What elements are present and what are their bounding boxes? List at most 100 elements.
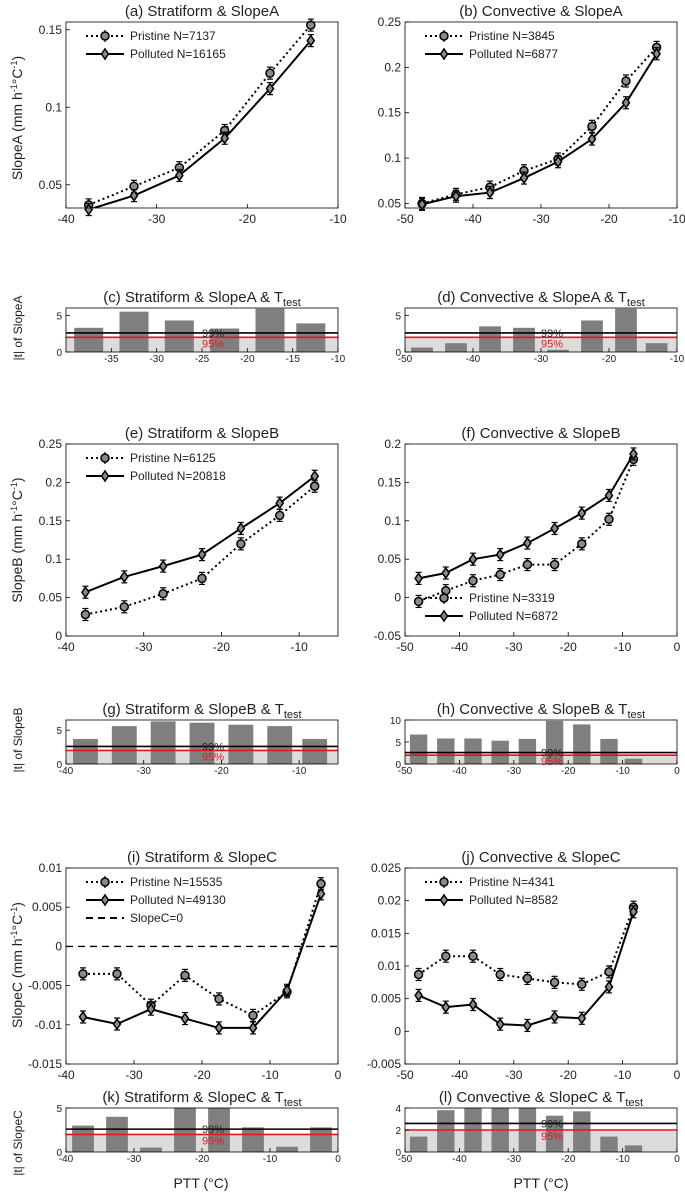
ttest-bar: [409, 1136, 428, 1152]
point-polluted: [220, 131, 230, 145]
x-tick-label: -10: [614, 1068, 632, 1082]
point-polluted: [310, 469, 320, 483]
legend-marker-diamond: [439, 893, 449, 907]
panel-title-h: (h) Convective & SlopeB & Ttest: [437, 701, 645, 721]
point-polluted: [621, 96, 631, 110]
y-tick-label: 0.1: [45, 552, 62, 566]
point-pristine: [248, 1010, 258, 1021]
confidence-band: [405, 755, 677, 764]
ttest-bar: [624, 758, 643, 764]
point-pristine: [316, 878, 326, 889]
x-tick-label: -10: [263, 1154, 278, 1165]
series-line-pristine: [418, 458, 635, 603]
legend-marker-diamond: [100, 893, 110, 907]
y-tick-label: 0.025: [371, 861, 401, 875]
ttest-bar: [276, 1146, 298, 1152]
panel-title-e: (e) Stratiform & SlopeB: [125, 425, 279, 442]
panel-title-text: (e) Stratiform & SlopeB: [125, 425, 279, 442]
ttest-bar: [645, 343, 668, 352]
point-polluted: [265, 82, 275, 95]
point-polluted: [629, 447, 638, 461]
y-tick-label: 0.15: [378, 106, 402, 120]
legend-marker-circle: [439, 593, 449, 603]
point-pristine: [577, 539, 587, 549]
panel-title-subscript: test: [284, 709, 302, 721]
panel-title-text: (j) Convective & SlopeC: [461, 849, 620, 866]
point-polluted: [306, 34, 316, 47]
panel-title-k: (k) Stratiform & SlopeC & Ttest: [102, 1089, 301, 1109]
ttest-bar: [573, 1111, 591, 1152]
ylabel-slopeB: SlopeB (mm h-1°C-1): [9, 477, 25, 602]
x-tick-label: -10: [331, 354, 346, 365]
point-polluted: [414, 989, 424, 1002]
ttest-bar: [111, 726, 137, 764]
point-polluted: [129, 189, 139, 202]
y-tick-label: 0.05: [39, 178, 63, 192]
x-tick-label: -40: [59, 766, 74, 777]
point-polluted: [441, 1000, 451, 1014]
level-95-label: 95%: [541, 1131, 563, 1143]
point-polluted: [441, 566, 451, 580]
x-tick-label: -30: [149, 354, 164, 365]
point-polluted: [550, 1010, 560, 1024]
y-tick-label: 0: [55, 629, 62, 643]
ttest-bar: [208, 1108, 230, 1152]
y-tick-label: 0: [56, 348, 62, 359]
point-pristine: [468, 951, 478, 961]
legend-label: Polluted N=6872: [469, 609, 558, 623]
point-pristine: [495, 969, 505, 980]
y-tick-label: 0.02: [378, 894, 402, 908]
point-polluted: [248, 1021, 258, 1035]
point-pristine: [158, 589, 168, 599]
ylabel-ttest-C: |t| of SlopeC: [11, 1110, 25, 1176]
panel-a: (a) Stratiform & SlopeA Pristine N=7137 Po…: [39, 3, 347, 226]
level-95-label: 95%: [541, 338, 563, 350]
panel-title-subscript: test: [625, 1097, 643, 1109]
confidence-band: [66, 1134, 338, 1152]
x-tick-label: -50: [398, 766, 413, 777]
ttest-bar: [267, 726, 293, 764]
panel-f: (f) Convective & SlopeB Pristine N=3319 Po…: [374, 425, 681, 654]
point-polluted: [495, 1017, 505, 1031]
panel-c: (c) Stratiform & SlopeA & Ttest 99%95% -35…: [56, 289, 345, 365]
ttest-bar: [74, 327, 104, 352]
x-tick-label: -30: [148, 212, 166, 226]
point-polluted: [550, 522, 560, 535]
legend-marker-circle: [439, 877, 449, 887]
point-polluted: [119, 570, 129, 584]
panel-title-text: (c) Stratiform & SlopeA & T: [103, 289, 283, 306]
x-tick-label: -20: [600, 212, 618, 226]
point-polluted: [652, 47, 662, 61]
point-polluted: [417, 198, 427, 211]
legend-label: SlopeC=0: [130, 911, 183, 925]
axes-box: [65, 443, 339, 637]
x-tick-label: -40: [452, 766, 467, 777]
legend-label: Pristine N=3319: [469, 591, 555, 605]
x-tick-label: -10: [615, 1154, 630, 1165]
ttest-bar: [119, 311, 149, 352]
ylabel-ttest-B: |t| of SlopeB: [11, 708, 25, 773]
point-polluted: [604, 489, 614, 502]
x-tick-label: -30: [135, 640, 153, 654]
panel-h: (h) Convective & SlopeB & Ttest 99%95% -50…: [390, 701, 680, 777]
x-tick-label: -20: [560, 1068, 578, 1082]
point-polluted: [112, 1017, 122, 1031]
y-axis-labels: SlopeA (mm h-1°C-1) SlopeB (mm h-1°C-1) …: [9, 56, 25, 1176]
panel-g: (g) Stratiform & SlopeB & Ttest 99%95% -40…: [56, 701, 339, 777]
point-polluted: [236, 522, 246, 535]
y-tick-label: 0: [395, 760, 401, 771]
y-tick-label: 0.1: [45, 100, 62, 114]
panel-title-text: (h) Convective & SlopeB & T: [437, 701, 628, 718]
panel-title-text: (i) Stratiform & SlopeC: [127, 849, 277, 866]
x-tick-label: -50: [396, 640, 414, 654]
point-polluted: [587, 132, 597, 146]
panel-title-text: (l) Convective & SlopeC & T: [439, 1089, 625, 1106]
point-pristine: [577, 979, 587, 990]
x-tick-label: 0: [674, 1154, 680, 1165]
y-tick-label: -0.05: [374, 629, 402, 643]
y-tick-label: 0.005: [371, 992, 401, 1006]
point-pristine: [274, 510, 285, 521]
y-tick-label: -0.015: [28, 1057, 62, 1071]
level-99-label: 99%: [202, 741, 224, 753]
point-polluted: [629, 905, 638, 919]
